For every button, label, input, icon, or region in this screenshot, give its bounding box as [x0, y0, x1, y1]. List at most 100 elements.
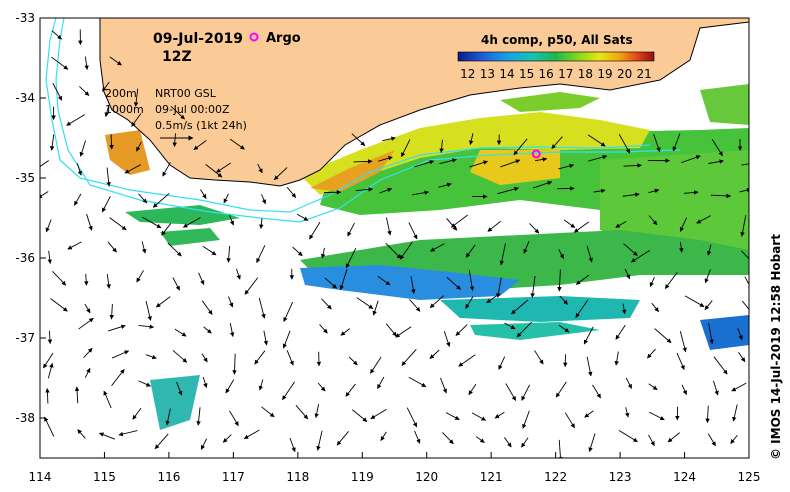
current-vector-arrow [651, 302, 659, 313]
current-vector-arrow [203, 326, 212, 334]
current-vector-arrow [317, 382, 326, 392]
current-vector-arrow [737, 328, 743, 341]
current-vector-arrow [228, 296, 234, 308]
current-vector-arrow [52, 270, 67, 286]
current-vector-arrow [83, 347, 93, 358]
current-vector-arrow [408, 376, 427, 388]
current-vector-arrow [109, 134, 114, 150]
current-vector-arrow [161, 223, 172, 236]
current-vector-arrow [167, 242, 182, 257]
current-vector-arrow [465, 296, 474, 309]
current-vector-arrow [587, 134, 606, 147]
credit-label: © IMOS 14-Jul-2019 12:58 Hobart [769, 234, 783, 460]
y-tick-label: -33 [15, 11, 35, 25]
current-vector-arrow [84, 303, 91, 314]
current-vector-arrow [713, 356, 728, 375]
colorbar-tick-label: 19 [597, 67, 612, 81]
colorbar-tick-label: 14 [499, 67, 514, 81]
current-vector-arrow [111, 369, 125, 386]
sst-patch-east-edge-green [700, 84, 749, 125]
current-vector-arrow [109, 56, 122, 66]
current-vector-arrow [588, 433, 596, 453]
current-vector-arrow [201, 353, 208, 363]
current-vector-arrow [79, 140, 87, 157]
current-vector-arrow [443, 331, 451, 347]
current-vector-arrow [320, 247, 326, 259]
current-vector-arrow [499, 243, 506, 266]
current-vector-arrow [109, 304, 114, 320]
x-tick-label: 125 [738, 470, 761, 484]
current-vector-arrow [370, 356, 382, 374]
x-tick-label: 118 [286, 470, 309, 484]
current-vector-arrow [683, 190, 699, 195]
current-vector-arrow [86, 213, 93, 231]
colorbar-gradient [457, 51, 655, 62]
current-vector-arrow [592, 384, 601, 399]
current-vector-arrow [575, 299, 589, 318]
current-vector-arrow [379, 187, 393, 194]
sst-patch-warm-core [470, 150, 560, 185]
current-vector-arrow [710, 193, 732, 199]
current-vector-arrow [439, 158, 457, 165]
current-vector-arrow [615, 220, 627, 228]
current-vector-arrow [101, 196, 111, 213]
colorbar-tick-label: 16 [539, 67, 554, 81]
current-vector-arrow [79, 86, 90, 96]
current-vector-arrow [521, 437, 529, 448]
argo-marker-icon [249, 32, 259, 42]
current-vector-arrow [226, 245, 231, 263]
current-vector-arrow [258, 379, 264, 391]
current-vector-arrow [649, 411, 665, 421]
current-vector-arrow [229, 322, 235, 337]
current-vector-arrow [440, 377, 447, 394]
current-vector-arrow [162, 162, 171, 177]
current-vector-arrow [263, 330, 269, 346]
current-vector-arrow [458, 354, 476, 367]
current-vector-arrow [516, 321, 532, 338]
current-vector-arrow [741, 163, 749, 166]
current-vector-arrow [351, 133, 366, 146]
x-tick-label: 123 [609, 470, 632, 484]
current-vector-arrow [103, 390, 112, 409]
current-vector-arrow [496, 277, 502, 298]
current-vector-arrow [172, 133, 178, 148]
current-vector-arrow [738, 352, 746, 363]
current-vector-arrow [696, 215, 711, 224]
current-vector-arrow [131, 113, 142, 127]
current-vector-arrow [622, 192, 640, 197]
current-vector-arrow [45, 219, 52, 233]
current-vector-arrow [52, 82, 63, 101]
current-vector-arrow [155, 296, 171, 308]
current-vector-arrow [476, 436, 485, 443]
current-vector-arrow [356, 297, 374, 309]
current-vector-arrow [429, 349, 440, 359]
current-vector-arrow [741, 300, 749, 315]
current-vector-arrow [292, 246, 303, 257]
current-vector-arrow [319, 324, 328, 334]
current-vector-arrow [564, 412, 576, 429]
colorbar-tick-label: 13 [480, 67, 495, 81]
current-vector-arrow [380, 431, 387, 441]
current-vector-arrow [623, 243, 638, 256]
current-vector-arrow [588, 154, 608, 162]
current-vectors [40, 29, 749, 458]
current-vector-arrow [707, 433, 716, 447]
current-vector-arrow [497, 186, 519, 195]
current-vector-arrow [583, 326, 594, 345]
current-vector-arrow [283, 301, 294, 322]
current-vector-arrow [744, 276, 749, 290]
current-vector-arrow [732, 404, 738, 422]
current-vector-arrow [411, 190, 430, 196]
current-vector-arrow [254, 350, 266, 365]
isobath-200m-label: 200m [105, 87, 137, 100]
x-tick-label: 122 [544, 470, 567, 484]
current-vector-arrow [198, 272, 205, 286]
current-vector-arrow [145, 354, 157, 360]
current-vector-arrow [730, 434, 738, 444]
colorbar-ticks: 12 13 14 15 16 17 18 19 20 21 [460, 67, 652, 81]
current-vector-arrow [445, 412, 460, 421]
current-vector-arrow [648, 215, 658, 226]
current-vector-arrow [586, 356, 593, 377]
current-vector-arrow [523, 240, 530, 254]
current-vector-arrow [370, 408, 387, 420]
